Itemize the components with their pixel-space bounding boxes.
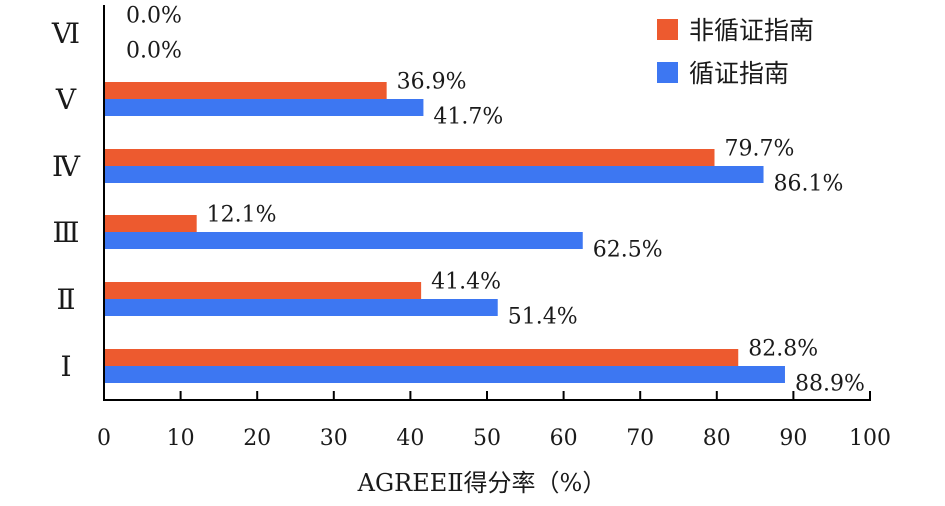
category-labels-layer: Ⅰ Ⅱ Ⅲ Ⅳ Ⅴ Ⅵ bbox=[51, 17, 81, 383]
x-tick-label: 80 bbox=[703, 426, 731, 451]
bar-series-0 bbox=[104, 349, 739, 366]
category-label: Ⅳ bbox=[52, 150, 81, 183]
bar-series-1 bbox=[104, 166, 764, 183]
data-label-series-1: 62.5% bbox=[593, 238, 663, 263]
data-label-series-0: 82.8% bbox=[748, 337, 818, 362]
bar-series-1 bbox=[104, 232, 583, 249]
legend-swatch-series-0 bbox=[657, 19, 678, 40]
x-axis-label: AGREEⅡ得分率（%） bbox=[357, 469, 607, 497]
bar-series-0 bbox=[104, 282, 422, 299]
x-tick-label: 10 bbox=[167, 426, 195, 451]
x-tick-label: 70 bbox=[626, 426, 654, 451]
x-ticks-layer: 0 10 20 30 40 50 60 70 80 90 100 bbox=[97, 391, 891, 451]
bar-series-0 bbox=[104, 149, 715, 166]
value-labels-layer: 82.8% 88.9% 41.4% 51.4% 12.1% 62.5% 79.7% 86.1%… bbox=[126, 4, 865, 397]
category-label: Ⅲ bbox=[52, 216, 79, 249]
data-label-series-1: 41.7% bbox=[433, 105, 503, 130]
x-tick-label: 30 bbox=[320, 426, 348, 451]
legend-label-series-0: 非循证指南 bbox=[689, 16, 814, 45]
x-tick-label: 50 bbox=[473, 426, 501, 451]
x-tick-label: 40 bbox=[396, 426, 424, 451]
x-tick-label: 0 bbox=[97, 426, 111, 451]
x-tick-label: 20 bbox=[243, 426, 271, 451]
x-tick-label: 90 bbox=[779, 426, 807, 451]
data-label-series-0: 12.1% bbox=[207, 203, 277, 228]
data-label-series-0: 41.4% bbox=[431, 270, 501, 295]
x-tick-label: 60 bbox=[550, 426, 578, 451]
bar-series-0 bbox=[104, 215, 197, 232]
bar-series-0 bbox=[104, 82, 387, 99]
legend-label-series-1: 循证指南 bbox=[689, 59, 789, 88]
data-label-series-0: 0.0% bbox=[126, 4, 182, 29]
bars-layer bbox=[104, 82, 785, 383]
bar-series-1 bbox=[104, 99, 424, 116]
category-label: Ⅰ bbox=[60, 350, 71, 383]
data-label-series-1: 86.1% bbox=[774, 172, 844, 197]
bar-series-1 bbox=[104, 299, 498, 316]
data-label-series-0: 79.7% bbox=[725, 137, 795, 162]
category-label: Ⅵ bbox=[51, 17, 80, 50]
category-label: Ⅱ bbox=[56, 283, 75, 316]
bar-series-1 bbox=[104, 366, 785, 383]
category-label: Ⅴ bbox=[55, 83, 77, 116]
legend-swatch-series-1 bbox=[657, 62, 678, 83]
data-label-series-1: 51.4% bbox=[508, 305, 578, 330]
legend: 非循证指南 循证指南 bbox=[657, 16, 814, 88]
data-label-series-1: 88.9% bbox=[795, 372, 865, 397]
data-label-series-1: 0.0% bbox=[126, 39, 182, 64]
data-label-series-0: 36.9% bbox=[397, 70, 467, 95]
x-tick-label: 100 bbox=[849, 426, 891, 451]
